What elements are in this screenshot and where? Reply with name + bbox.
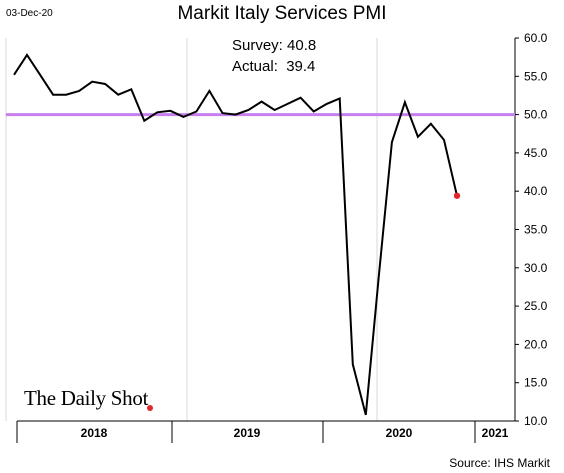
survey-annotation: Survey: 40.8 [232, 37, 317, 54]
x-group-label: 2019 [234, 426, 261, 440]
last-point-marker [453, 192, 461, 199]
y-tick-label: 40.0 [524, 184, 548, 198]
series-line-pmi [13, 53, 458, 416]
y-tick-label: 35.0 [524, 223, 548, 237]
y-tick-label: 50.0 [524, 108, 548, 122]
y-tick-label: 25.0 [524, 299, 548, 313]
brand-dot-icon [147, 405, 153, 411]
y-tick-label: 60.0 [524, 31, 548, 45]
y-tick-label: 45.0 [524, 146, 548, 160]
y-tick-label: 20.0 [524, 337, 548, 351]
brand-logo: The Daily Shot [24, 386, 149, 410]
y-tick-label: 30.0 [524, 261, 548, 275]
x-group-label: 2018 [81, 426, 108, 440]
y-tick-label: 15.0 [524, 376, 548, 390]
date-stamp: 03-Dec-20 [6, 8, 53, 19]
y-tick-label: 10.0 [524, 414, 548, 428]
chart-title: Markit Italy Services PMI [177, 3, 387, 24]
source-note: Source: IHS Markit [449, 456, 550, 470]
actual-annotation: Actual: 39.4 [232, 58, 316, 75]
x-group-label: 2020 [386, 426, 413, 440]
y-tick-label: 55.0 [524, 69, 548, 83]
x-group-label: 2021 [482, 426, 509, 440]
